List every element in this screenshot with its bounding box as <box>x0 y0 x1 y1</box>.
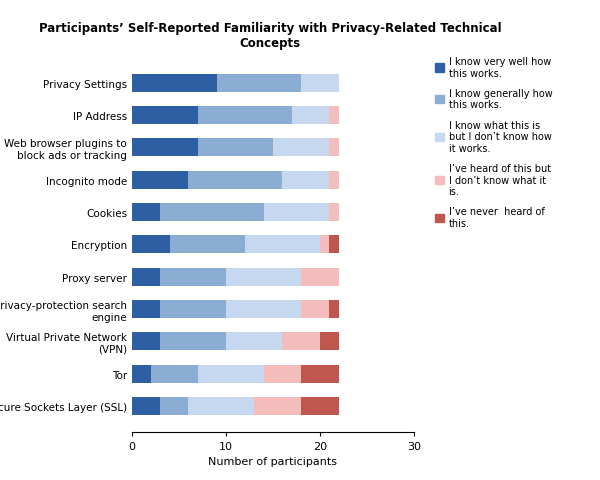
Bar <box>160 333 226 350</box>
Bar <box>132 171 188 189</box>
Legend: I know very well how
this works., I know generally how
this works., I know what : I know very well how this works., I know… <box>433 55 554 230</box>
Bar <box>132 74 217 92</box>
Bar <box>198 139 273 157</box>
Bar <box>301 397 339 415</box>
Text: Participants’ Self-Reported Familiarity with Privacy-Related Technical
Concepts: Participants’ Self-Reported Familiarity … <box>38 22 502 49</box>
Bar <box>132 139 198 157</box>
Bar <box>132 333 160 350</box>
Bar <box>160 397 188 415</box>
Bar <box>170 236 245 253</box>
Bar <box>329 300 339 318</box>
Bar <box>320 236 329 253</box>
Bar <box>226 333 283 350</box>
Bar <box>217 74 301 92</box>
Bar <box>132 397 160 415</box>
Bar <box>329 107 339 125</box>
Bar <box>160 300 226 318</box>
Bar <box>151 365 198 383</box>
Bar <box>273 139 329 157</box>
Bar <box>263 365 301 383</box>
Bar <box>301 300 329 318</box>
Bar <box>254 397 301 415</box>
Bar <box>263 204 329 221</box>
Bar <box>301 74 339 92</box>
Bar <box>132 365 151 383</box>
Bar <box>198 365 263 383</box>
Bar <box>132 107 198 125</box>
X-axis label: Number of participants: Number of participants <box>209 456 337 467</box>
Bar <box>329 171 339 189</box>
Bar <box>132 236 170 253</box>
Bar <box>160 268 226 286</box>
Bar <box>301 365 339 383</box>
Bar <box>292 107 329 125</box>
Bar <box>283 171 329 189</box>
Bar <box>160 204 263 221</box>
Bar <box>329 236 339 253</box>
Bar <box>198 107 292 125</box>
Bar <box>226 300 301 318</box>
Bar <box>226 268 301 286</box>
Bar <box>132 204 160 221</box>
Bar <box>283 333 320 350</box>
Bar <box>188 171 283 189</box>
Bar <box>132 268 160 286</box>
Bar <box>245 236 320 253</box>
Bar <box>301 268 339 286</box>
Bar <box>320 333 339 350</box>
Bar <box>329 139 339 157</box>
Bar <box>132 300 160 318</box>
Bar <box>329 204 339 221</box>
Bar <box>188 397 254 415</box>
